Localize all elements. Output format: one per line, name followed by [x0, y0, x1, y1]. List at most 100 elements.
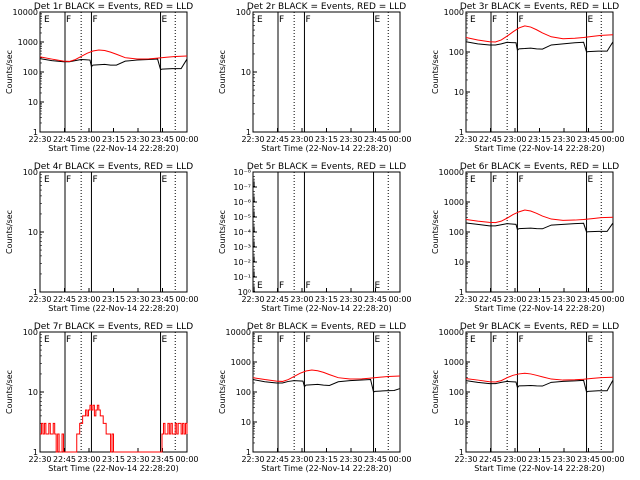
x-tick-label: 23:00: [503, 295, 526, 304]
detector-plot-4: Det 4r BLACK = Events, RED = LLD 1 10 100 22…: [5, 162, 199, 313]
plot-title: Det 5r BLACK = Events, RED = LLD: [247, 162, 406, 172]
detector-plot-5: Det 5r BLACK = Events, RED = LLD 10⁰ 10⁻¹ 1…: [218, 162, 412, 313]
x-axis-label: Start Time (22-Nov-14 22:28:20): [474, 464, 604, 473]
x-tick-label: 23:45: [364, 295, 387, 304]
x-tick-label: 22:45: [266, 135, 289, 144]
x-tick-label: 22:30: [454, 455, 477, 464]
y-tick-label: 100: [449, 388, 464, 397]
marker-e: E: [162, 175, 168, 185]
series-events: [252, 379, 401, 393]
x-tick-label: 23:45: [577, 295, 600, 304]
x-tick-label: 23:30: [339, 455, 362, 464]
y-tick-label: 100: [236, 388, 251, 397]
x-tick-label: 23:30: [339, 295, 362, 304]
y-tick-label: 1000: [231, 358, 251, 367]
y-tick-label: 100: [23, 68, 38, 77]
x-tick-label: 23:15: [102, 135, 125, 144]
y-tick-label: 10000: [226, 328, 251, 337]
y-tick-label: 10: [454, 88, 464, 97]
x-axis-label: Start Time (22-Nov-14 22:28:20): [48, 144, 178, 153]
marker-f: F: [279, 15, 284, 25]
x-tick-label: 22:30: [241, 135, 264, 144]
plot-frame: [252, 171, 401, 293]
marker-f: F: [492, 15, 497, 25]
x-tick-label: 00:00: [388, 135, 411, 144]
marker-f: F: [518, 335, 523, 345]
x-tick-label: 23:45: [577, 455, 600, 464]
x-tick-label: 22:30: [28, 455, 51, 464]
x-tick-label: 23:45: [364, 135, 387, 144]
detector-plot-1: Det 1r BLACK = Events, RED = LLD 1 10 100 10…: [5, 2, 199, 153]
x-tick-label: 23:45: [151, 295, 174, 304]
series-lld: [465, 372, 614, 383]
x-tick-label: 23:15: [102, 455, 125, 464]
marker-e: E: [470, 15, 476, 25]
marker-f: F: [92, 335, 97, 345]
y-tick-label: 1: [246, 128, 251, 137]
series-events: [465, 41, 614, 53]
x-tick-label: 22:45: [53, 455, 76, 464]
y-axis-label: Counts/sec: [218, 210, 227, 254]
y-tick-label: 10: [28, 388, 38, 397]
plot-frame: [39, 11, 188, 133]
x-tick-label: 00:00: [601, 135, 624, 144]
x-axis-label: Start Time (22-Nov-14 22:28:20): [48, 464, 178, 473]
x-tick-label: 23:30: [552, 135, 575, 144]
x-tick-label: 23:30: [126, 295, 149, 304]
y-tick-label: 10000: [13, 8, 38, 17]
x-tick-label: 23:15: [315, 455, 338, 464]
marker-f: F: [66, 175, 71, 185]
x-tick-label: 23:45: [151, 455, 174, 464]
y-tick-label: 100: [449, 48, 464, 57]
marker-f: F: [305, 15, 310, 25]
y-tick-label: 1: [33, 128, 38, 137]
marker-e: E: [162, 15, 168, 25]
y-tick-label: 100: [23, 328, 38, 337]
plot-title: Det 1r BLACK = Events, RED = LLD: [34, 2, 193, 12]
y-tick-label: 1: [246, 448, 251, 457]
x-tick-label: 00:00: [601, 295, 624, 304]
marker-e: E: [257, 15, 263, 25]
x-tick-label: 00:00: [601, 455, 624, 464]
x-tick-label: 23:00: [290, 455, 313, 464]
marker-f: F: [279, 281, 284, 291]
x-tick-label: 23:45: [151, 135, 174, 144]
marker-e: E: [470, 335, 476, 345]
marker-f: F: [305, 335, 310, 345]
x-tick-label: 23:30: [552, 295, 575, 304]
y-tick-label: 100: [449, 228, 464, 237]
series-lld: [465, 25, 614, 43]
y-tick-label: 10⁻²: [233, 258, 251, 267]
x-tick-label: 23:00: [77, 135, 100, 144]
x-tick-label: 23:45: [364, 455, 387, 464]
x-axis-label: Start Time (22-Nov-14 22:28:20): [261, 464, 391, 473]
plot-frame: [465, 11, 614, 133]
x-tick-label: 23:30: [339, 135, 362, 144]
y-tick-label: 10: [28, 228, 38, 237]
series-lld: [252, 369, 401, 382]
y-tick-label: 100: [23, 168, 38, 177]
marker-e: E: [375, 15, 381, 25]
x-tick-label: 23:15: [315, 295, 338, 304]
marker-f: F: [92, 15, 97, 25]
marker-e: E: [588, 15, 594, 25]
y-axis-label: Counts/sec: [218, 370, 227, 414]
marker-f: F: [66, 335, 71, 345]
x-tick-label: 23:15: [102, 295, 125, 304]
y-tick-label: 10⁻⁶: [233, 198, 251, 207]
x-tick-label: 22:45: [479, 295, 502, 304]
y-tick-label: 100: [236, 8, 251, 17]
marker-e: E: [44, 175, 50, 185]
x-tick-label: 23:00: [503, 135, 526, 144]
x-tick-label: 22:30: [454, 295, 477, 304]
y-tick-label: 1: [459, 288, 464, 297]
y-tick-label: 1000: [444, 8, 464, 17]
x-tick-label: 00:00: [388, 295, 411, 304]
y-tick-label: 1: [459, 448, 464, 457]
x-tick-label: 23:00: [290, 295, 313, 304]
x-tick-label: 23:30: [126, 455, 149, 464]
detector-plot-9: Det 9r BLACK = Events, RED = LLD 1 10 100 10…: [431, 322, 625, 473]
y-tick-label: 10⁻¹: [233, 273, 251, 282]
y-tick-label: 10⁰: [238, 288, 251, 297]
x-tick-label: 22:45: [479, 135, 502, 144]
